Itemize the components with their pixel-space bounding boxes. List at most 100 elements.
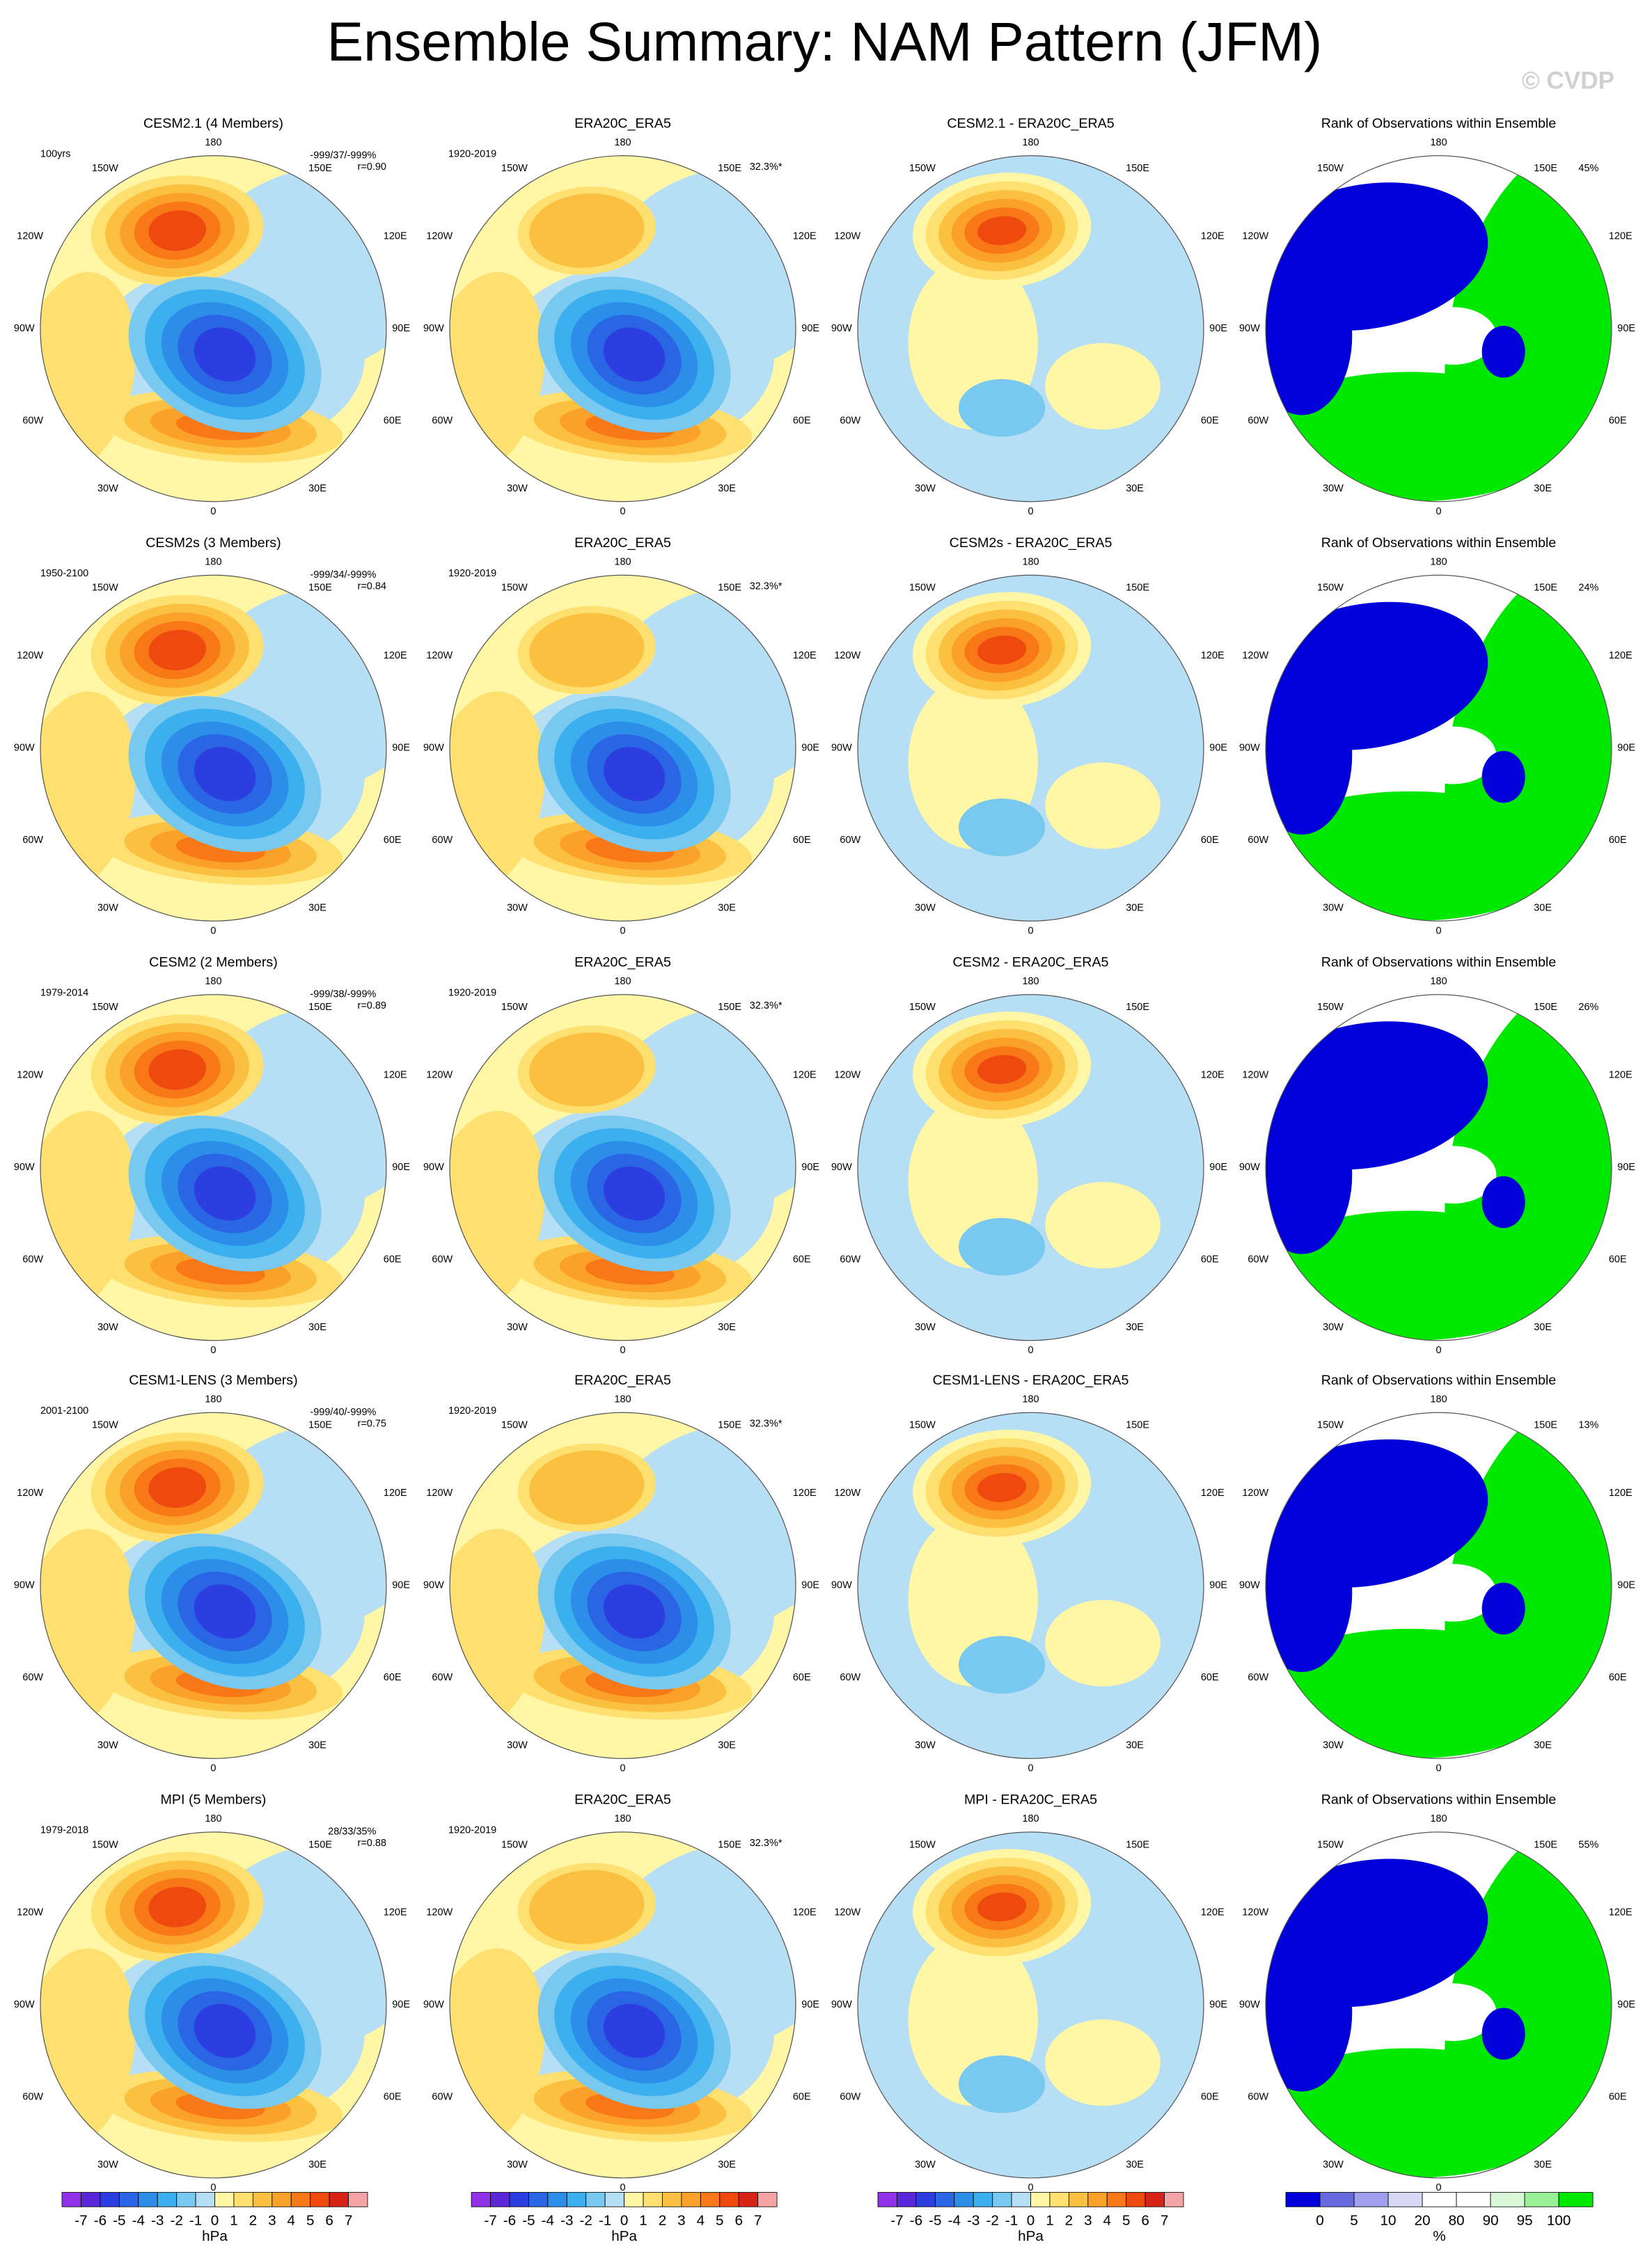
- stats: -999/34/-999%: [310, 569, 376, 581]
- panel-title: Rank of Observations within Ensemble: [1321, 116, 1557, 131]
- longitude-label: 30W: [915, 2159, 936, 2170]
- longitude-label: 90W: [831, 1162, 852, 1173]
- longitude-label: 30E: [1534, 1740, 1552, 1751]
- longitude-label: 0: [1028, 2182, 1034, 2193]
- contour-fill: [148, 1049, 207, 1090]
- map-panel: [858, 575, 1204, 922]
- longitude-label: 30E: [1534, 483, 1552, 494]
- map-outline: [449, 994, 796, 1341]
- colorbar-box: [566, 2192, 587, 2207]
- longitude-label: 60W: [1248, 2092, 1268, 2103]
- longitude-label: 150E: [1534, 1420, 1557, 1431]
- colorbar-box: [1524, 2192, 1559, 2207]
- stats: -999/37/-999%: [310, 150, 376, 161]
- longitude-label: 60W: [840, 1254, 860, 1265]
- longitude-label: 150E: [718, 1002, 741, 1013]
- longitude-label: 150W: [501, 1839, 528, 1850]
- longitude-label: 150W: [909, 1002, 936, 1013]
- colorbar-box: [915, 2192, 936, 2207]
- colorbar-box: [61, 2192, 81, 2207]
- colorbar-box: [934, 2192, 955, 2207]
- colorbar-label: -2: [580, 2212, 592, 2228]
- longitude-label: 60W: [840, 835, 860, 846]
- longitude-label: 30E: [1126, 1322, 1144, 1333]
- colorbar-box: [954, 2192, 974, 2207]
- map-panel: [858, 994, 1204, 1341]
- longitude-label: 60E: [1609, 1672, 1627, 1683]
- longitude-label: 120E: [1201, 1070, 1225, 1081]
- panel-title: CESM2 - ERA20C_ERA5: [953, 954, 1109, 970]
- longitude-label: 150E: [1126, 1002, 1149, 1013]
- colorbar-box: [897, 2192, 917, 2207]
- longitude-label: 0: [1436, 506, 1442, 517]
- model-title: CESM2 (2 Members): [149, 954, 278, 970]
- colorbar-box: [604, 2192, 625, 2207]
- map-panel: [450, 994, 796, 1341]
- colorbar-box: [681, 2192, 701, 2207]
- colorbar-label: -2: [170, 2212, 182, 2228]
- colorbar-label: 7: [345, 2212, 353, 2228]
- colorbar-box: [1011, 2192, 1031, 2207]
- contour-fill: [1410, 1983, 1497, 2042]
- colorbar-box: [1030, 2192, 1051, 2207]
- map-outline: [40, 574, 387, 922]
- longitude-label: 30E: [308, 1740, 327, 1751]
- longitude-label: 120W: [1242, 1070, 1268, 1081]
- longitude-label: 120W: [17, 1488, 43, 1499]
- longitude-label: 90W: [1239, 323, 1260, 334]
- longitude-label: 90E: [1209, 1162, 1227, 1173]
- colorbar-box: [1144, 2192, 1165, 2207]
- colorbar-label: -4: [542, 2212, 554, 2228]
- longitude-label: 90E: [392, 1162, 410, 1173]
- longitude-label: 150W: [92, 1420, 118, 1431]
- longitude-label: 150E: [308, 1002, 332, 1013]
- longitude-label: 90W: [1239, 1580, 1260, 1591]
- longitude-label: 150W: [501, 583, 528, 594]
- longitude-label: 30W: [1323, 483, 1344, 494]
- colorbar-label: 90: [1483, 2212, 1499, 2228]
- longitude-label: 90E: [392, 1999, 410, 2010]
- longitude-label: 150W: [909, 1839, 936, 1850]
- period: 1920-2019: [448, 568, 496, 579]
- contour-fill: [959, 798, 1046, 856]
- contour-fill: [1266, 676, 1353, 835]
- longitude-label: 60E: [384, 2092, 402, 2103]
- correlation: r=0.89: [358, 1000, 386, 1011]
- longitude-label: 150E: [1126, 1420, 1149, 1431]
- longitude-label: 180: [1430, 976, 1447, 987]
- longitude-label: 60E: [384, 415, 402, 426]
- longitude-label: 120E: [384, 1070, 407, 1081]
- longitude-label: 30E: [718, 2159, 736, 2170]
- stats: -999/40/-999%: [310, 1407, 376, 1418]
- longitude-label: 30W: [507, 1740, 528, 1751]
- contour-fill: [194, 1584, 256, 1639]
- longitude-label: 150W: [909, 163, 936, 174]
- longitude-label: 60E: [1201, 2092, 1219, 2103]
- colorbar-label: 1: [639, 2212, 647, 2228]
- longitude-label: 180: [205, 556, 221, 567]
- watermark: © CVDP: [1522, 67, 1614, 94]
- longitude-label: 90E: [1209, 323, 1227, 334]
- contour-fill: [959, 1636, 1046, 1694]
- colorbar-box: [1087, 2192, 1108, 2207]
- colorbar-box: [624, 2192, 644, 2207]
- period: 2001-2100: [40, 1405, 88, 1417]
- period: 1979-2018: [40, 1825, 88, 1836]
- map-outline: [449, 155, 796, 503]
- map-panel: [1266, 575, 1612, 922]
- contour-fill: [959, 2055, 1046, 2113]
- map-outline: [1265, 994, 1612, 1341]
- longitude-label: 30W: [507, 483, 528, 494]
- longitude-label: 30E: [1126, 483, 1144, 494]
- longitude-label: 120W: [834, 1907, 860, 1918]
- colorbar-box: [992, 2192, 1012, 2207]
- contour-fill: [959, 1217, 1046, 1276]
- longitude-label: 60E: [1609, 1254, 1627, 1265]
- period: 1920-2019: [448, 1405, 496, 1417]
- colorbar-label: 6: [1141, 2212, 1149, 2228]
- map-panel: [450, 155, 796, 502]
- contour-fill: [1266, 1513, 1353, 1673]
- map-panel: [450, 1412, 796, 1759]
- longitude-label: 150W: [1317, 1420, 1344, 1431]
- longitude-label: 0: [620, 2182, 626, 2193]
